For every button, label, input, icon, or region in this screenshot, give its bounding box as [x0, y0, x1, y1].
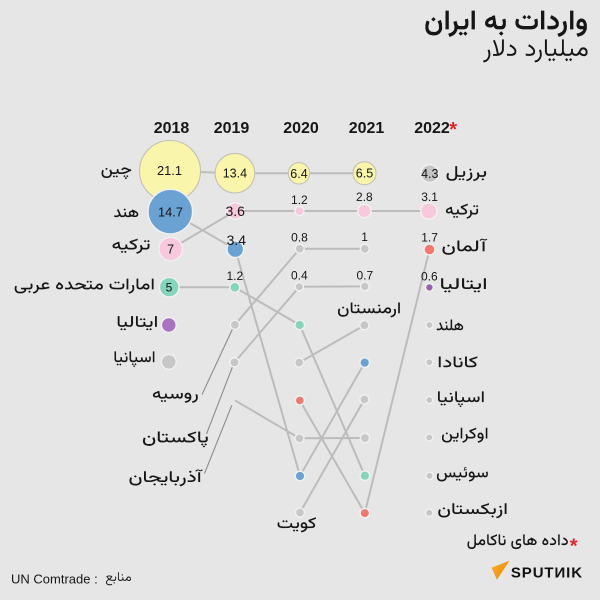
- svg-text:3.1: 3.1: [421, 190, 438, 204]
- svg-text:3.4: 3.4: [227, 232, 247, 248]
- svg-text:6.4: 6.4: [290, 167, 307, 181]
- svg-text:0.6: 0.6: [421, 270, 438, 284]
- svg-text:0.8: 0.8: [291, 231, 308, 245]
- svg-text:2020: 2020: [283, 120, 319, 137]
- svg-text:2.8: 2.8: [356, 190, 373, 204]
- svg-text:1.2: 1.2: [226, 269, 243, 283]
- svg-text:1.2: 1.2: [291, 193, 308, 207]
- svg-text:5: 5: [166, 281, 173, 295]
- svg-text:UN Comtrade :: UN Comtrade :: [11, 572, 98, 587]
- svg-text:1: 1: [361, 230, 368, 244]
- svg-text:21.1: 21.1: [157, 163, 182, 178]
- svg-text:14.7: 14.7: [158, 204, 183, 219]
- svg-text:3.6: 3.6: [225, 203, 245, 219]
- svg-text:0.7: 0.7: [356, 269, 373, 283]
- svg-text:2018: 2018: [154, 120, 190, 137]
- svg-text:2021: 2021: [349, 120, 385, 137]
- svg-text:4.3: 4.3: [421, 167, 438, 181]
- svg-text:0.4: 0.4: [291, 269, 308, 283]
- svg-text:2019: 2019: [214, 120, 250, 137]
- svg-text:*: *: [449, 119, 457, 141]
- svg-text:13.4: 13.4: [223, 167, 247, 181]
- svg-text:SPUTИIK: SPUTИIK: [511, 564, 583, 581]
- svg-text:*: *: [570, 535, 578, 557]
- svg-text:7: 7: [167, 242, 174, 256]
- svg-text:6.5: 6.5: [356, 167, 373, 181]
- svg-text:2022: 2022: [414, 120, 450, 137]
- svg-text:1.7: 1.7: [421, 231, 438, 245]
